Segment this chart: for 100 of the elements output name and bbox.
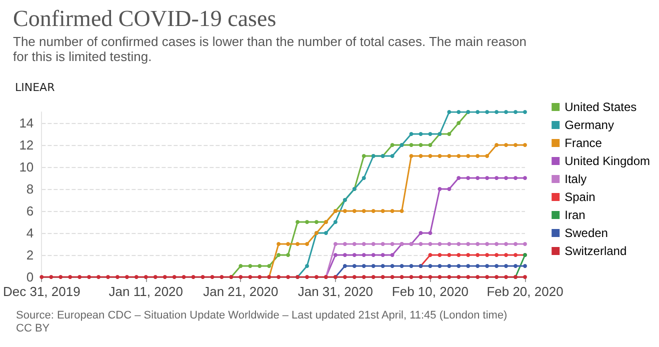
point [305, 220, 310, 224]
point [494, 275, 499, 279]
point [476, 110, 480, 114]
legend-label: Italy [564, 172, 587, 186]
legend-label: Germany [564, 118, 614, 132]
legend-label: Spain [564, 190, 596, 204]
point [476, 264, 480, 268]
point [476, 275, 480, 279]
chart-title: Confirmed COVID-19 cases [13, 6, 276, 31]
point [238, 264, 243, 268]
point [504, 110, 508, 114]
point [305, 264, 310, 268]
point [428, 275, 432, 279]
point [314, 220, 319, 224]
point [438, 264, 442, 268]
point [191, 275, 196, 279]
point [144, 275, 148, 279]
legend-label: Switzerland [564, 244, 627, 258]
point [238, 275, 243, 279]
point [362, 242, 366, 246]
text: CC BY [16, 322, 50, 334]
point [400, 209, 404, 213]
point [476, 253, 480, 257]
point [286, 275, 290, 279]
point [68, 275, 72, 279]
point [352, 275, 356, 279]
point [390, 253, 394, 257]
point [447, 264, 452, 268]
point [523, 176, 527, 180]
point [485, 176, 490, 180]
point [523, 143, 527, 147]
point [371, 242, 376, 246]
point [456, 121, 461, 125]
point [447, 154, 452, 158]
point [333, 253, 338, 257]
point [447, 275, 452, 279]
point [476, 176, 480, 180]
point [380, 209, 385, 213]
point [466, 275, 470, 279]
x-tick-label: Feb 10, 2020 [392, 284, 469, 299]
point [333, 242, 338, 246]
point [305, 242, 310, 246]
point [124, 275, 129, 279]
point [380, 242, 385, 246]
x-tick-label: Feb 20, 2020 [486, 284, 564, 299]
point [333, 220, 338, 224]
point [438, 275, 442, 279]
point [296, 220, 300, 224]
point [418, 143, 423, 147]
point [276, 253, 281, 257]
point [286, 242, 290, 246]
point [362, 253, 366, 257]
point [390, 275, 394, 279]
point [40, 275, 44, 279]
point [409, 143, 414, 147]
point [371, 275, 376, 279]
y-tick-label: 12 [19, 138, 34, 152]
point [172, 275, 176, 279]
point [134, 275, 138, 279]
point [371, 264, 376, 268]
point [476, 242, 480, 246]
y-tick-label: 8 [26, 182, 34, 196]
point [87, 275, 92, 279]
point [504, 253, 508, 257]
point [324, 231, 328, 235]
point [485, 242, 490, 246]
point [494, 242, 499, 246]
point [400, 264, 404, 268]
point [371, 209, 376, 213]
point [380, 264, 385, 268]
y-tick-label: 6 [26, 204, 34, 218]
point [58, 275, 63, 279]
point [447, 187, 452, 191]
point [485, 264, 490, 268]
point [466, 253, 470, 257]
point [390, 154, 394, 158]
point [200, 275, 205, 279]
point [466, 154, 470, 158]
point [342, 275, 347, 279]
point [418, 132, 423, 136]
y-tick-label: 0 [26, 270, 34, 284]
point [362, 264, 366, 268]
point [362, 275, 366, 279]
y-tick-label: 4 [26, 226, 34, 240]
x-tick-label: Jan 31, 2020 [298, 284, 374, 299]
point [456, 275, 461, 279]
point [494, 264, 499, 268]
point [182, 275, 186, 279]
point [210, 275, 214, 279]
point [390, 209, 394, 213]
point [362, 176, 366, 180]
point [447, 242, 452, 246]
point [504, 143, 508, 147]
point [485, 275, 490, 279]
point [305, 275, 310, 279]
point [371, 253, 376, 257]
point [352, 253, 356, 257]
legend-label: United Kingdom [564, 154, 650, 168]
point [504, 242, 508, 246]
point [438, 253, 442, 257]
